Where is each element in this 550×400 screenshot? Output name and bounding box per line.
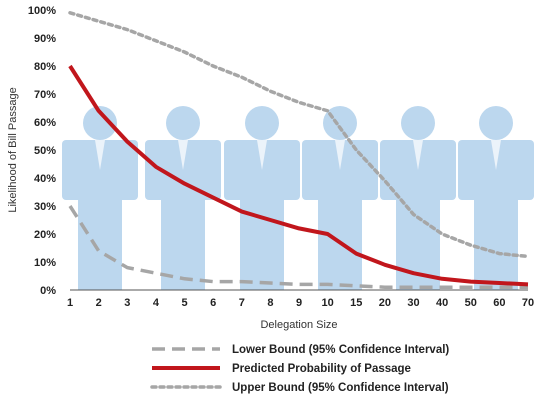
x-tick-label: 2 bbox=[96, 297, 102, 309]
y-tick-label: 100% bbox=[28, 5, 56, 17]
x-tick-label: 15 bbox=[350, 297, 362, 309]
y-axis-title: Likelihood of Bill Passage bbox=[7, 87, 19, 212]
y-tick-label: 0% bbox=[40, 285, 56, 297]
x-tick-label: 60 bbox=[493, 297, 505, 309]
series-line-dashed bbox=[68, 205, 528, 289]
x-tick-label: 70 bbox=[522, 297, 534, 309]
x-tick-label: 5 bbox=[181, 297, 187, 309]
y-tick-label: 20% bbox=[34, 229, 56, 241]
y-tick-label: 50% bbox=[34, 145, 56, 157]
legend: Lower Bound (95% Confidence Interval) Pre… bbox=[150, 344, 449, 394]
series-layer bbox=[68, 11, 530, 289]
x-tick-label: 30 bbox=[407, 297, 419, 309]
tick-labels: 1 2 3 4 5 6 7 8 9 10 15 20 30 40 50 60 70 0% 10% 20% 30% 40% 5… bbox=[28, 5, 534, 309]
y-tick-label: 70% bbox=[34, 89, 56, 101]
person-figure bbox=[145, 106, 221, 290]
background-figures bbox=[62, 106, 534, 290]
x-tick-label: 7 bbox=[239, 297, 245, 309]
y-tick-label: 60% bbox=[34, 117, 56, 129]
x-tick-label: 10 bbox=[322, 297, 334, 309]
x-tick-label: 6 bbox=[210, 297, 216, 309]
person-figure bbox=[458, 106, 534, 290]
series-line-solid bbox=[68, 64, 529, 287]
x-tick-label: 3 bbox=[124, 297, 130, 309]
legend-label: Predicted Probability of Passage bbox=[232, 363, 411, 375]
x-tick-label: 20 bbox=[379, 297, 391, 309]
x-tick-label: 40 bbox=[436, 297, 448, 309]
y-tick-label: 30% bbox=[34, 201, 56, 213]
person-figure bbox=[62, 106, 138, 290]
x-tick-label: 1 bbox=[67, 297, 73, 309]
legend-label: Upper Bound (95% Confidence Interval) bbox=[232, 382, 449, 394]
x-tick-label: 9 bbox=[296, 297, 302, 309]
x-tick-label: 8 bbox=[267, 297, 273, 309]
series-line-dotted bbox=[68, 11, 530, 259]
y-tick-label: 10% bbox=[34, 257, 56, 269]
y-tick-label: 40% bbox=[34, 173, 56, 185]
y-tick-label: 90% bbox=[34, 33, 56, 45]
x-tick-label: 50 bbox=[465, 297, 477, 309]
person-figure bbox=[302, 106, 378, 290]
person-figure bbox=[224, 106, 300, 290]
x-tick-label: 4 bbox=[153, 297, 160, 309]
legend-label: Lower Bound (95% Confidence Interval) bbox=[232, 344, 449, 356]
person-figure bbox=[380, 106, 456, 290]
x-axis-title: Delegation Size bbox=[260, 319, 337, 331]
y-tick-label: 80% bbox=[34, 61, 56, 73]
